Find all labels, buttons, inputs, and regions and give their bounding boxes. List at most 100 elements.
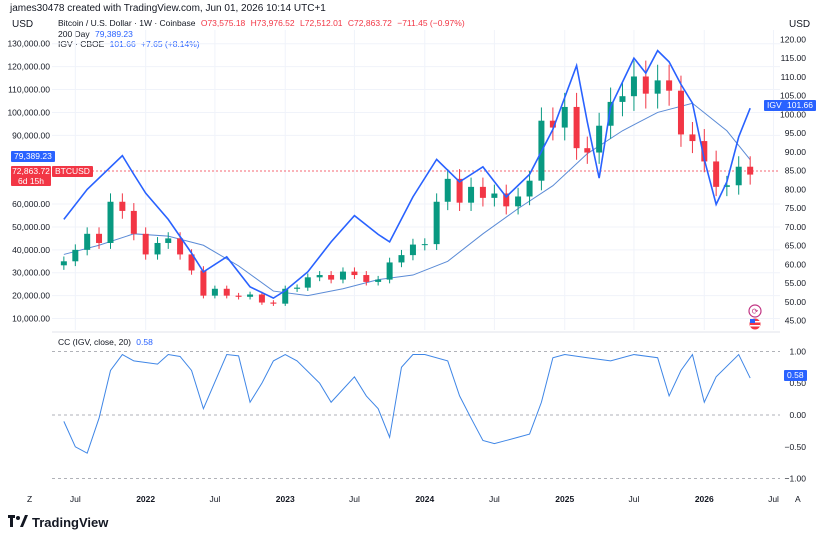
candle-body[interactable] <box>515 196 522 207</box>
left-tick-label: 40,000.00 <box>12 245 50 255</box>
cc-legend-row: CC (IGV, close, 20) 0.58 <box>58 337 153 348</box>
candle-body[interactable] <box>398 255 405 263</box>
osc-tick-label: −0.50 <box>784 442 806 452</box>
candle-body[interactable] <box>119 201 126 211</box>
candle-body[interactable] <box>235 295 242 297</box>
chart-canvas[interactable]: 10,000.00 20,000.00 30,000.00 40,000.00 50,0… <box>0 0 821 510</box>
time-axis-label: Jul <box>768 494 779 504</box>
candle-body[interactable] <box>713 161 720 187</box>
events-icon[interactable]: ⟳ <box>748 304 762 318</box>
candle-body[interactable] <box>177 238 184 255</box>
time-axis-label: Jul <box>629 494 640 504</box>
candle-body[interactable] <box>304 277 311 288</box>
candle-body[interactable] <box>433 201 440 245</box>
candle-body[interactable] <box>596 125 603 153</box>
candle-body[interactable] <box>270 302 277 304</box>
left-tick-label: 20,000.00 <box>12 291 50 301</box>
candle-body[interactable] <box>200 270 207 296</box>
osc-tick-label: 0.00 <box>789 410 806 420</box>
candle-body[interactable] <box>573 106 580 149</box>
btc-close: C72,863.72 <box>347 18 392 28</box>
btc-change: −711.45 (−0.97%) <box>397 18 465 28</box>
candle-body[interactable] <box>282 288 289 304</box>
right-tick-label: 115.00 <box>781 53 807 63</box>
candle-body[interactable] <box>468 186 475 203</box>
candle-body[interactable] <box>689 134 696 142</box>
osc-tick-label: −1.00 <box>784 474 806 484</box>
candle-body[interactable] <box>339 271 346 280</box>
left-tick-label: 130,000.00 <box>7 39 50 49</box>
candle-body[interactable] <box>188 254 195 271</box>
candle-body[interactable] <box>642 76 649 94</box>
candle-body[interactable] <box>107 201 114 243</box>
candle-body[interactable] <box>165 238 172 243</box>
auto-scale-button[interactable]: A <box>795 494 801 504</box>
right-tick-label: 100.00 <box>780 109 806 119</box>
zoom-button[interactable]: Z <box>27 494 33 504</box>
candle-body[interactable] <box>584 148 591 153</box>
ma-name[interactable]: 200 Day <box>58 29 90 39</box>
ma-price-tag: 79,389.23 <box>11 151 55 162</box>
candle-body[interactable] <box>223 288 230 296</box>
tradingview-logo: TradingView <box>8 514 108 530</box>
cc-line[interactable] <box>63 353 751 454</box>
candle-body[interactable] <box>479 186 486 198</box>
candle-body[interactable] <box>154 242 161 255</box>
us-flag-icon[interactable] <box>749 318 761 330</box>
candle-body[interactable] <box>619 96 626 102</box>
time-axis-label: 2026 <box>695 494 714 504</box>
candle-body[interactable] <box>60 261 67 266</box>
right-tick-label: 65.00 <box>785 241 807 251</box>
candle-body[interactable] <box>142 233 149 255</box>
candle-body[interactable] <box>630 76 637 97</box>
tv-logo-icon <box>8 514 28 530</box>
candle-body[interactable] <box>526 180 533 197</box>
candle-body[interactable] <box>130 210 137 234</box>
btc-legend-row: Bitcoin / U.S. Dollar · 1W · Coinbase O7… <box>58 18 465 29</box>
candle-body[interactable] <box>456 178 463 203</box>
right-tick-label: 50.00 <box>785 297 807 307</box>
candle-body[interactable] <box>294 287 301 289</box>
left-tick-label: 50,000.00 <box>12 222 50 232</box>
right-tick-label: 85.00 <box>785 166 807 176</box>
candle-body[interactable] <box>491 193 498 198</box>
time-axis-label: Jul <box>349 494 360 504</box>
candle-body[interactable] <box>84 233 91 250</box>
igv-line[interactable] <box>63 49 751 300</box>
right-tick-label: 60.00 <box>785 259 807 269</box>
candle-body[interactable] <box>258 294 265 303</box>
btc-low: L72,512.01 <box>299 18 343 28</box>
time-axis-label: 2022 <box>136 494 155 504</box>
candle-body[interactable] <box>444 178 451 202</box>
candle-body[interactable] <box>677 90 684 135</box>
candle-body[interactable] <box>316 275 323 278</box>
candle-body[interactable] <box>747 166 754 175</box>
candle-body[interactable] <box>247 294 254 297</box>
candle-body[interactable] <box>607 101 614 126</box>
candle-body[interactable] <box>723 185 730 187</box>
right-tick-label: 45.00 <box>785 316 807 326</box>
candle-body[interactable] <box>735 166 742 186</box>
candle-body[interactable] <box>96 233 103 243</box>
candle-body[interactable] <box>72 249 79 262</box>
time-axis-label: Jul <box>489 494 500 504</box>
candle-body[interactable] <box>549 120 556 128</box>
chart-caption: james30478 created with TradingView.com,… <box>10 3 326 14</box>
btc-symbol-name[interactable]: Bitcoin / U.S. Dollar · 1W · Coinbase <box>58 18 196 28</box>
candle-body[interactable] <box>363 275 370 282</box>
candle-body[interactable] <box>561 106 568 128</box>
candle-body[interactable] <box>375 279 382 282</box>
ma-value: 79,389.23 <box>95 29 133 39</box>
candle-body[interactable] <box>666 80 673 91</box>
ma-200-line[interactable] <box>63 102 751 297</box>
candle-body[interactable] <box>328 275 335 280</box>
candle-body[interactable] <box>351 271 358 276</box>
cc-name[interactable]: CC (IGV, close, 20) <box>58 337 131 347</box>
candle-body[interactable] <box>503 193 510 207</box>
candle-body[interactable] <box>409 244 416 256</box>
candle-body[interactable] <box>211 288 218 296</box>
candle-body[interactable] <box>386 262 393 280</box>
candle-body[interactable] <box>421 244 428 246</box>
candle-body[interactable] <box>701 141 708 162</box>
candle-body[interactable] <box>654 80 661 94</box>
